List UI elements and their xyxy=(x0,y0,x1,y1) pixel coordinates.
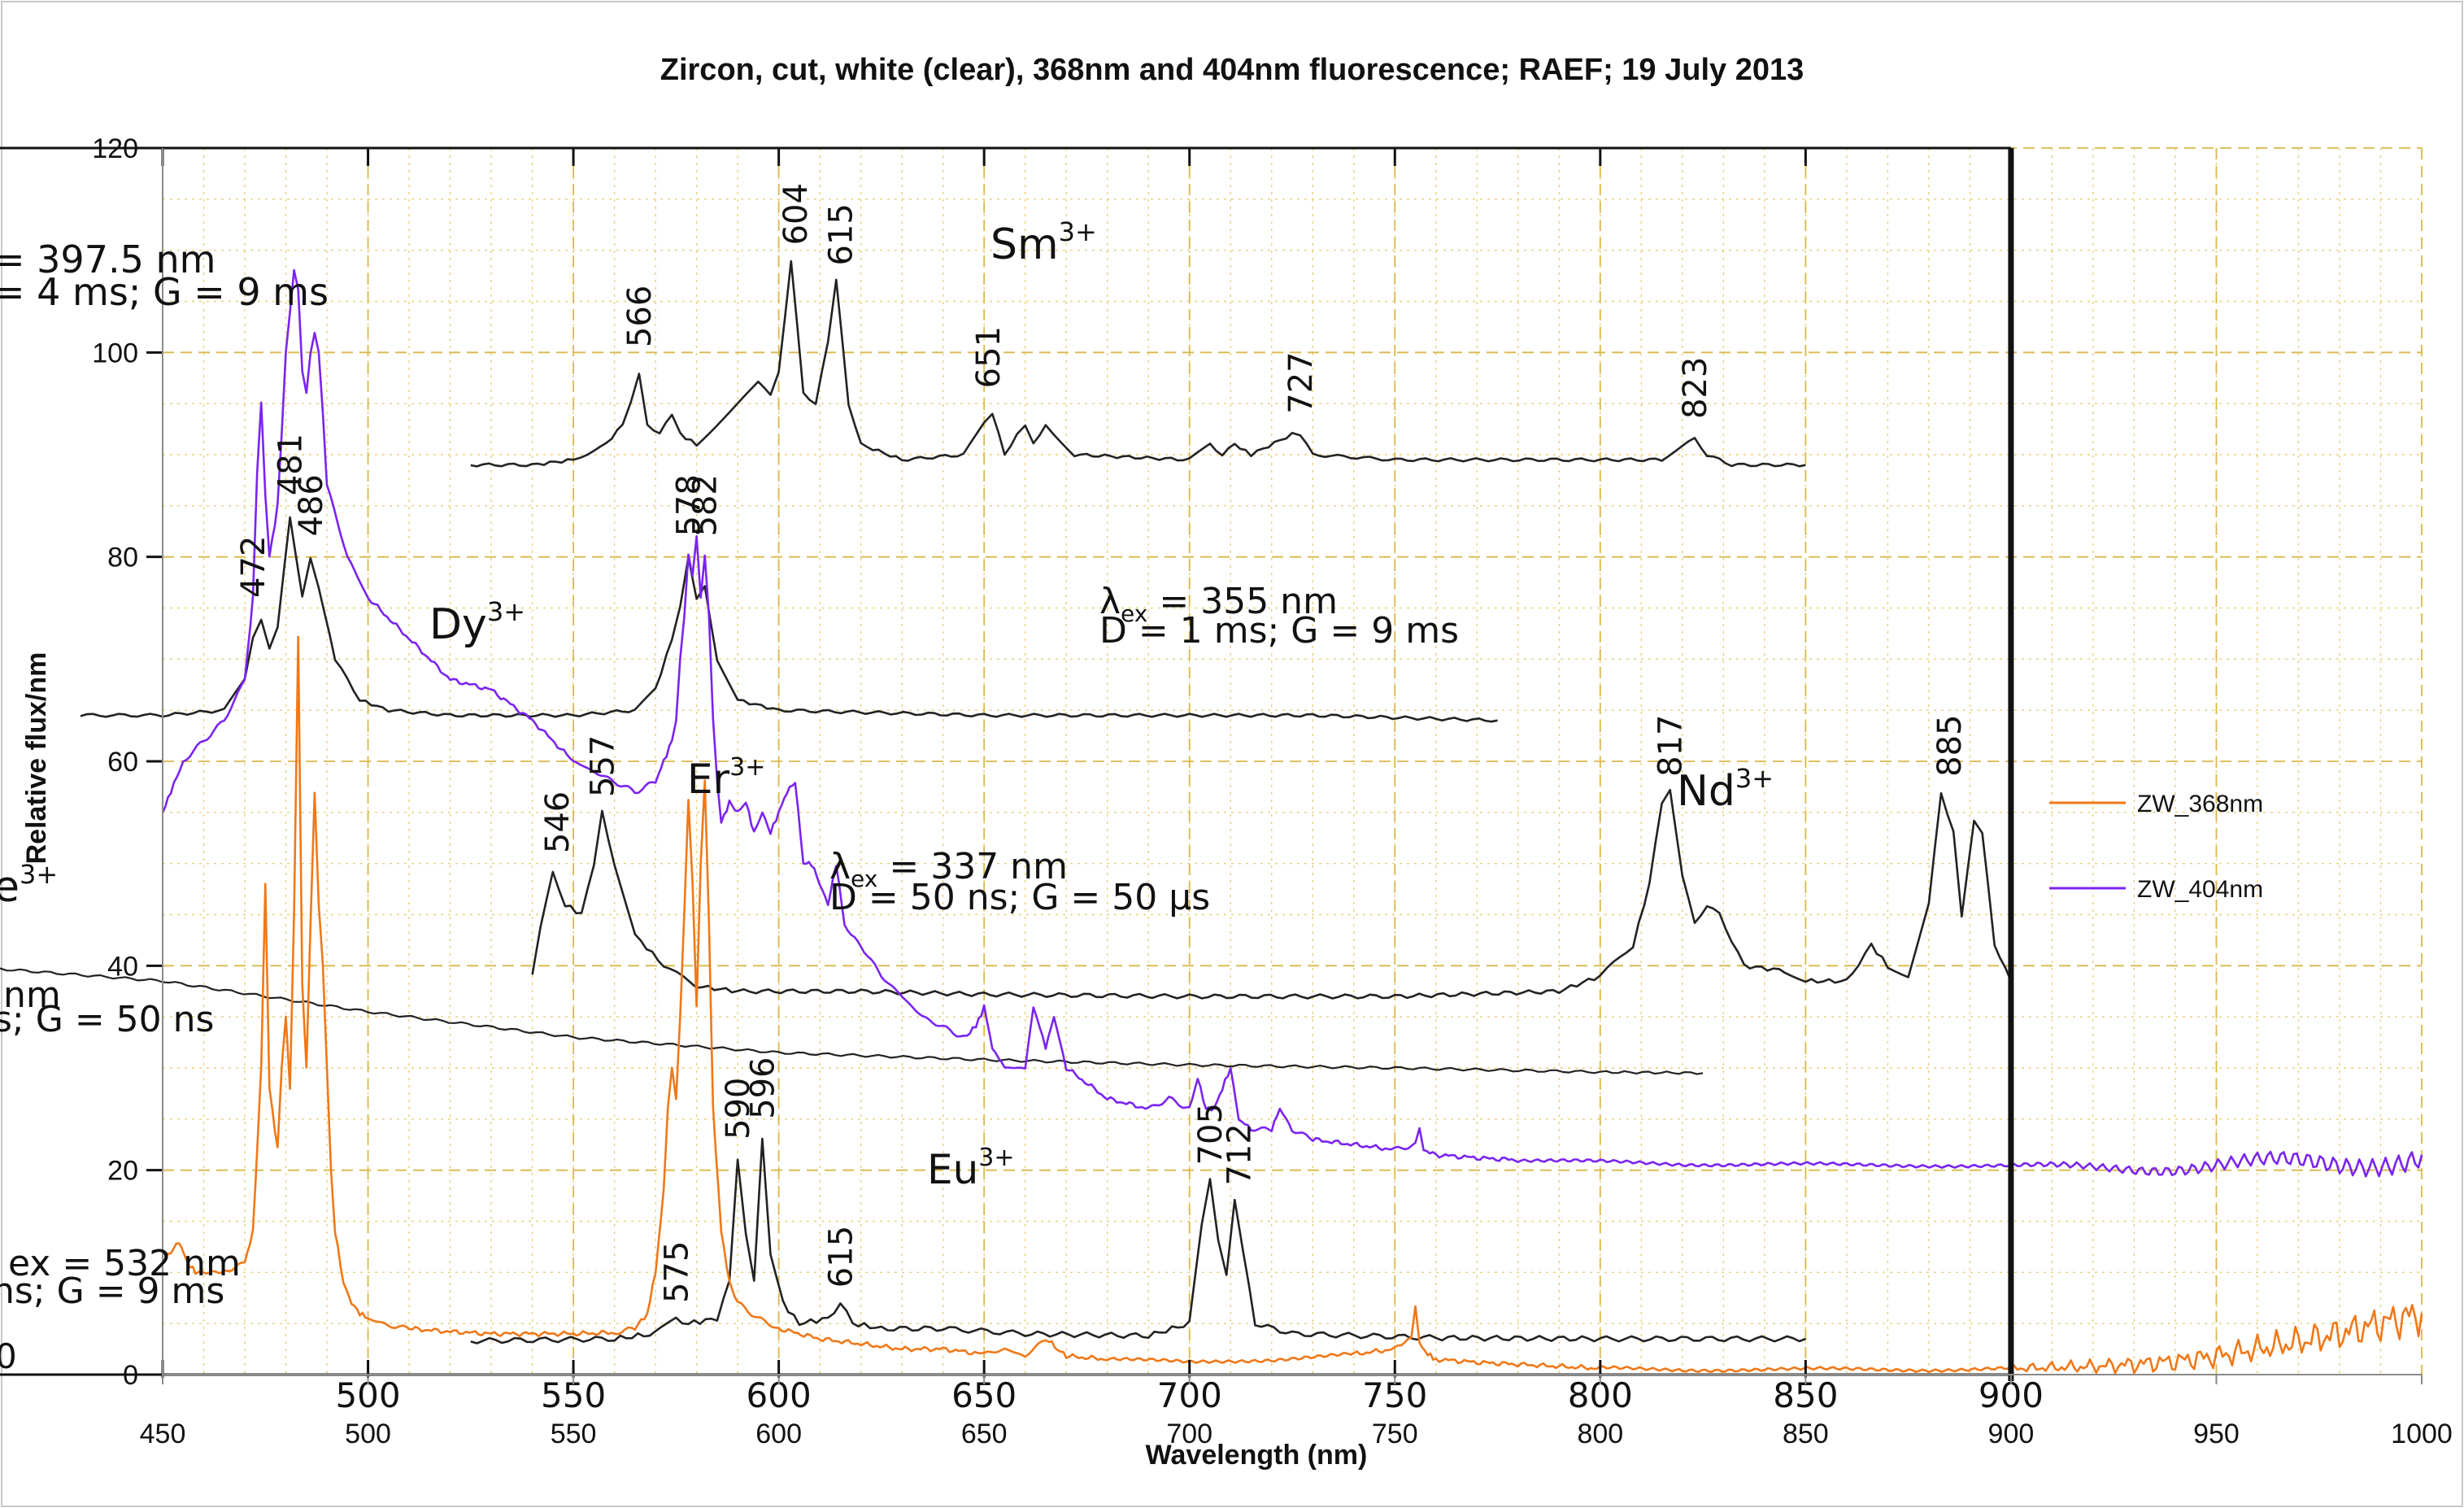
dy-spectrum-line xyxy=(80,516,1498,723)
nd-ion-name: Nd xyxy=(1677,767,1735,816)
x-tick-label: 800 xyxy=(1577,1419,1623,1449)
x-tick-label: 750 xyxy=(1372,1419,1418,1449)
x-tick-label: 850 xyxy=(1783,1419,1829,1449)
sm-peak-label: 727 xyxy=(1282,351,1320,413)
overlay-partial-tick: 0 xyxy=(0,1336,17,1376)
dy-lambda-sub: ex xyxy=(1121,600,1147,627)
y-axis-title: Relative flux/nm xyxy=(21,652,52,865)
dy-ion-label: Dy3+ xyxy=(429,596,525,649)
y-tick-label: 40 xyxy=(107,951,138,982)
eu-peak-label: 705 xyxy=(1192,1103,1230,1165)
nd-lambda: λ xyxy=(829,846,851,887)
y-tick-label: 100 xyxy=(92,338,138,368)
nd-ion-label: Nd3+ xyxy=(1677,763,1774,816)
sm-peak-label: 566 xyxy=(621,285,659,347)
dy-peak-label: 578 xyxy=(671,474,708,536)
sm-ion-name: Sm xyxy=(990,220,1059,269)
x-tick-label: 500 xyxy=(345,1419,391,1449)
x-tick-label: 450 xyxy=(140,1419,186,1449)
x-tick-label: 900 xyxy=(1988,1419,2035,1449)
ce-ion-name: e xyxy=(0,863,20,912)
nd-lambda-sub: ex xyxy=(851,865,877,892)
series-line-ZW_404nm xyxy=(161,268,2423,1178)
x-tick-label: 950 xyxy=(2193,1419,2240,1449)
y-tick-label: 80 xyxy=(107,543,138,573)
series-lines xyxy=(161,268,2423,1375)
eu-peak-label: 575 xyxy=(658,1241,695,1303)
nd-header-line1: λex = 337 nm xyxy=(829,846,1068,892)
dy-lambda: λ xyxy=(1099,581,1121,622)
er-ion-name: Er xyxy=(687,756,730,803)
sm-peak-label: 651 xyxy=(970,326,1008,388)
dy-header-text: = 355 nm xyxy=(1159,581,1338,622)
nd-peak-label: 885 xyxy=(1931,714,1969,776)
x-tick-label: 600 xyxy=(755,1419,802,1449)
y-tick-label: 60 xyxy=(107,747,138,778)
legend: ZW_368nm ZW_404nm xyxy=(2049,791,2263,903)
eu-ion-sup: 3+ xyxy=(978,1144,1014,1172)
x-tick-label: 650 xyxy=(961,1419,1008,1449)
x-axis-title: Wavelength (nm) xyxy=(1146,1440,1368,1471)
sm-peak-label: 615 xyxy=(822,203,860,265)
x-tick-label: 1000 xyxy=(2391,1419,2453,1449)
eu-peak-label: 615 xyxy=(822,1226,860,1288)
eu-peak-label: 596 xyxy=(744,1057,781,1118)
y-tick-label: 20 xyxy=(107,1156,138,1187)
dy-header-line2: D = 1 ms; G = 9 ms xyxy=(1099,610,1459,652)
sm-peak-label: 604 xyxy=(777,183,815,245)
er-peak-label: 546 xyxy=(539,791,577,853)
dy-peak-label: 481 xyxy=(272,434,310,495)
dy-peak-label: 582 xyxy=(687,474,725,536)
dy-peak-label: 472 xyxy=(235,536,272,598)
series-line-ZW_368nm xyxy=(162,635,2423,1375)
nd-peak-label: 817 xyxy=(1652,714,1690,776)
er-ion-sup: 3+ xyxy=(729,753,765,782)
ce-header-line2: s; G = 50 ns xyxy=(0,999,214,1040)
sm-ion-label: Sm3+ xyxy=(990,216,1097,269)
sm-peak-label: 823 xyxy=(1677,357,1714,419)
dy-ion-name: Dy xyxy=(429,600,487,649)
nd-ion-sup: 3+ xyxy=(1735,763,1774,794)
er-ion-label: Er3+ xyxy=(687,753,765,803)
chart-title: Zircon, cut, white (clear), 368nm and 40… xyxy=(660,53,1804,87)
dy-peak-label: 486 xyxy=(293,474,330,536)
er-peak-label: 557 xyxy=(584,735,621,797)
ce-spectrum-line xyxy=(0,967,1704,1075)
legend-label-ZW_404nm: ZW_404nm xyxy=(2137,876,2263,903)
ce-header-line1: nm xyxy=(3,974,61,1016)
nd-header-text: = 337 nm xyxy=(889,846,1068,887)
ce-ion-sup: 3+ xyxy=(20,859,58,890)
x-tick-label: 700 xyxy=(1166,1419,1212,1449)
sm-header-line2: = 4 ms; G = 9 ms xyxy=(0,270,329,314)
eu-peak-label: 590 xyxy=(720,1078,757,1140)
overlay-labels: = 397.5 nm = 4 ms; G = 9 ms Sm3+ Dy3+ λe… xyxy=(0,216,1774,1376)
overlay-spectra xyxy=(0,259,2013,1345)
dy-ion-sup: 3+ xyxy=(487,596,525,627)
x-tick-label: 550 xyxy=(551,1419,597,1449)
sm-header-line1: = 397.5 nm xyxy=(0,238,215,281)
eu-ion-label: Eu3+ xyxy=(927,1144,1015,1193)
eu-ion-name: Eu xyxy=(927,1146,978,1193)
eu-peak-label: 712 xyxy=(1221,1123,1258,1185)
ce-ion-label: e3+ xyxy=(0,859,58,912)
y-tick-label: 120 xyxy=(92,133,138,164)
legend-label-ZW_368nm: ZW_368nm xyxy=(2137,791,2263,817)
eu-header-line1: ex = 532 nm xyxy=(8,1243,241,1284)
eu-header-line2: ns; G = 9 ms xyxy=(0,1270,224,1312)
nd-header-line2: D = 50 ns; G = 50 µs xyxy=(829,877,1210,918)
dy-header-line1: λex = 355 nm xyxy=(1099,581,1338,627)
sm-spectrum-line xyxy=(470,259,1806,468)
y-tick-label: 0 xyxy=(123,1360,138,1391)
sm-ion-sup: 3+ xyxy=(1059,216,1097,247)
nd-spectrum-line xyxy=(531,788,2013,1000)
eu-spectrum-line xyxy=(470,1137,1806,1345)
